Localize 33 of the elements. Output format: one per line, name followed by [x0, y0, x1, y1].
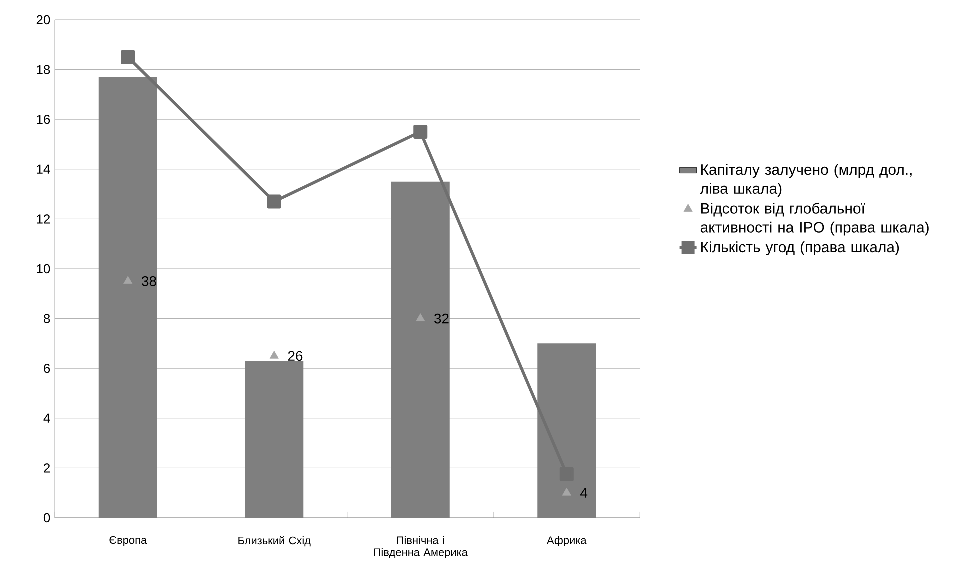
annotation: 26: [288, 351, 303, 362]
y-tick-label: 6: [44, 364, 50, 374]
annotation: 4: [580, 488, 588, 498]
y-tick-label: 4: [44, 414, 50, 423]
y-tick-label: 20: [36, 15, 50, 25]
legend-label: Кількість угод (права шкала): [702, 242, 900, 256]
point: [562, 488, 572, 496]
x-tick-label: Африка: [547, 536, 587, 547]
legend-label: Відсоток від глобальної активності на IPO (права шкала): [700, 202, 929, 236]
point: [121, 50, 136, 64]
annotation: 38: [142, 276, 156, 286]
annotation: 32: [434, 314, 449, 324]
y-tick-label: 12: [37, 214, 50, 224]
bar: [391, 182, 450, 518]
bar: [245, 361, 304, 518]
y-tick-label: 10: [37, 264, 50, 274]
bar: [538, 344, 596, 518]
point: [270, 350, 279, 359]
y-tick-label: 0: [44, 513, 50, 523]
x-tick-label: Європа: [110, 536, 148, 546]
bar: [98, 77, 158, 518]
y-tick-label: 8: [44, 314, 50, 324]
y-tick-label: 2: [44, 464, 50, 473]
y-tick-label: 16: [37, 115, 50, 124]
y-tick-label: 18: [37, 65, 50, 74]
legend-label: Капіталу залучено (млрд дол., ліва шкала): [700, 164, 912, 197]
point: [124, 276, 133, 284]
point: [267, 194, 282, 209]
point: [416, 314, 426, 322]
point: [414, 125, 428, 140]
x-tick-label: Північна і Південна Америка: [374, 536, 468, 558]
y-tick-label: 14: [37, 164, 50, 174]
x-tick-label: Близький Схід: [238, 536, 311, 547]
